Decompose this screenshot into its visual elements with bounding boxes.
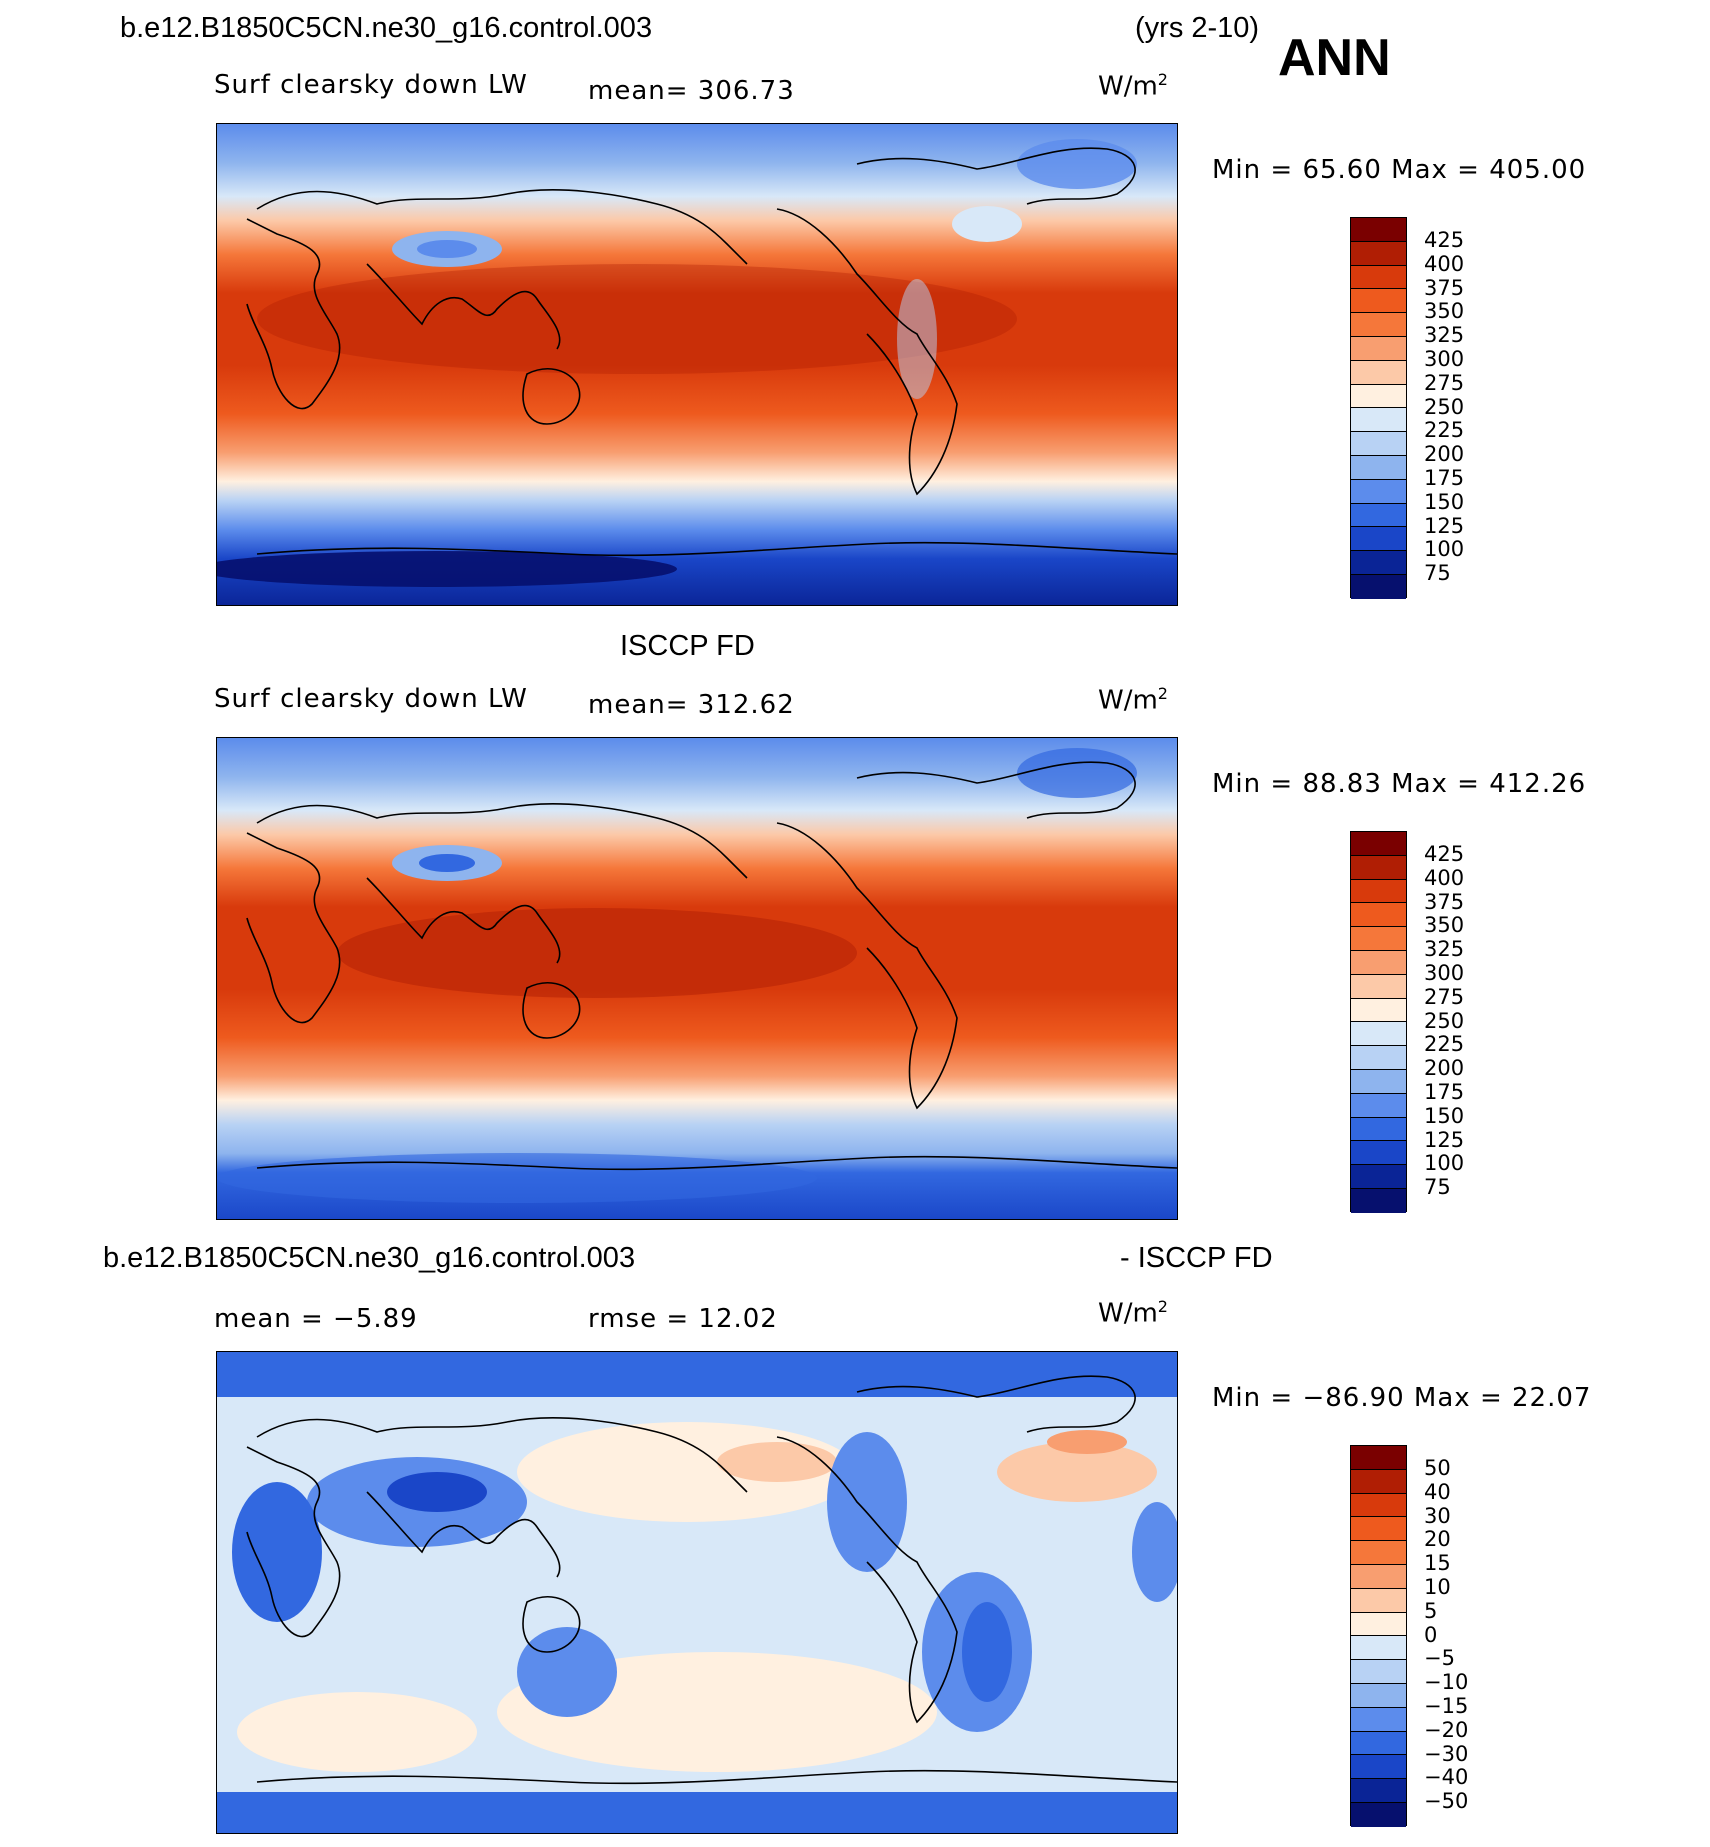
panel1-tick: 150 [1424, 490, 1465, 514]
panel2-tick: 325 [1424, 937, 1465, 961]
panel2-tick: 100 [1424, 1151, 1465, 1175]
panel3-rmse-label: rmse = 12.02 [588, 1304, 778, 1334]
panel2-tick: 225 [1424, 1032, 1465, 1056]
panel3-tick: −50 [1424, 1789, 1469, 1813]
panel1-tick: 225 [1424, 418, 1465, 442]
panel1-units: W/m2 [1098, 70, 1168, 102]
panel3-tick: 40 [1424, 1480, 1451, 1504]
panel3-tick: 30 [1424, 1504, 1451, 1528]
panel2-tick: 200 [1424, 1056, 1465, 1080]
panel3-mean-label: mean = −5.89 [214, 1304, 418, 1334]
panel3-tick: 0 [1424, 1623, 1438, 1647]
panel2-tick: 375 [1424, 890, 1465, 914]
panel1-colorbar [1350, 217, 1407, 599]
panel2-tick: 250 [1424, 1009, 1465, 1033]
panel2-map [216, 737, 1178, 1220]
panel3-colorbar [1350, 1445, 1407, 1827]
panel2-tick: 275 [1424, 985, 1465, 1009]
panel1-map [216, 123, 1178, 606]
panel2-minmax: Min = 88.83 Max = 412.26 [1212, 769, 1587, 799]
panel2-title: ISCCP FD [620, 630, 755, 662]
panel1-tick: 75 [1424, 561, 1451, 585]
panel3-tick: 10 [1424, 1575, 1451, 1599]
panel1-tick: 400 [1424, 252, 1465, 276]
panel3-tick: 15 [1424, 1551, 1451, 1575]
panel3-tick: 50 [1424, 1456, 1451, 1480]
panel2-tick: 300 [1424, 961, 1465, 985]
panel1-tick: 175 [1424, 466, 1465, 490]
panel3-title-left: b.e12.B1850C5CN.ne30_g16.control.003 [103, 1242, 636, 1274]
panel2-colorbar [1350, 831, 1407, 1213]
panel2-tick: 175 [1424, 1080, 1465, 1104]
panel3-tick: 5 [1424, 1599, 1438, 1623]
panel1-tick: 200 [1424, 442, 1465, 466]
panel3-units: W/m2 [1098, 1297, 1168, 1329]
panel1-variable-label: Surf clearsky down LW [214, 70, 528, 100]
panel2-tick: 125 [1424, 1128, 1465, 1152]
panel3-tick: −5 [1424, 1646, 1455, 1670]
panel1-tick: 100 [1424, 537, 1465, 561]
case-name-title: b.e12.B1850C5CN.ne30_g16.control.003 [120, 12, 653, 44]
panel3-map [216, 1351, 1178, 1834]
panel1-minmax: Min = 65.60 Max = 405.00 [1212, 155, 1587, 185]
panel3-tick: 20 [1424, 1527, 1451, 1551]
panel2-tick: 75 [1424, 1175, 1451, 1199]
panel2-units: W/m2 [1098, 684, 1168, 716]
panel2-mean-label: mean= 312.62 [588, 690, 795, 720]
panel1-tick: 250 [1424, 395, 1465, 419]
panel3-title-right: - ISCCP FD [1120, 1242, 1273, 1274]
panel1-tick: 300 [1424, 347, 1465, 371]
season-label: ANN [1278, 29, 1391, 87]
panel1-mean-label: mean= 306.73 [588, 76, 795, 106]
panel1-tick: 125 [1424, 514, 1465, 538]
panel1-tick: 375 [1424, 276, 1465, 300]
panel2-tick: 150 [1424, 1104, 1465, 1128]
panel2-tick: 400 [1424, 866, 1465, 890]
panel1-tick: 350 [1424, 299, 1465, 323]
panel2-tick: 425 [1424, 842, 1465, 866]
panel3-tick: −15 [1424, 1694, 1469, 1718]
panel1-tick: 425 [1424, 228, 1465, 252]
panel3-tick: −30 [1424, 1742, 1469, 1766]
panel1-tick: 325 [1424, 323, 1465, 347]
panel3-tick: −10 [1424, 1670, 1469, 1694]
panel3-minmax: Min = −86.90 Max = 22.07 [1212, 1383, 1592, 1413]
panel3-tick: −20 [1424, 1718, 1469, 1742]
years-label: (yrs 2-10) [1135, 12, 1260, 44]
panel2-tick: 350 [1424, 913, 1465, 937]
panel3-tick: −40 [1424, 1765, 1469, 1789]
panel1-tick: 275 [1424, 371, 1465, 395]
panel2-variable-label: Surf clearsky down LW [214, 684, 528, 714]
